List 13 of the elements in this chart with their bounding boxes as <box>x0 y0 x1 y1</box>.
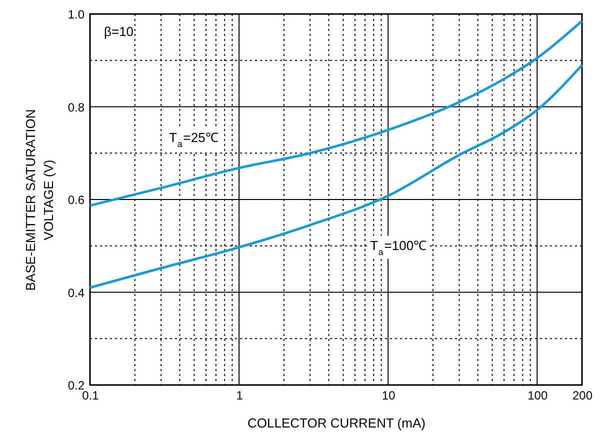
x-tick-label: 100 <box>528 388 548 402</box>
y-tick-label: 0.6 <box>68 193 85 207</box>
x-tick-label: 200 <box>572 388 593 402</box>
annotation: β=10 <box>104 24 134 39</box>
y-tick-label: 0.4 <box>68 286 85 300</box>
x-tick-label: 1 <box>236 388 244 402</box>
y-tick-label: 1.0 <box>68 8 85 22</box>
y-tick-label: 0.2 <box>68 378 85 392</box>
x-axis-title: COLLECTOR CURRENT (mA) <box>248 416 426 430</box>
x-tick-label: 0.1 <box>82 388 100 402</box>
y-axis-title: BASE-EMITTER SATURATION VOLTAGE (V) <box>22 109 56 291</box>
x-tick-label: 10 <box>382 388 396 402</box>
y-tick-label: 0.8 <box>68 100 85 114</box>
